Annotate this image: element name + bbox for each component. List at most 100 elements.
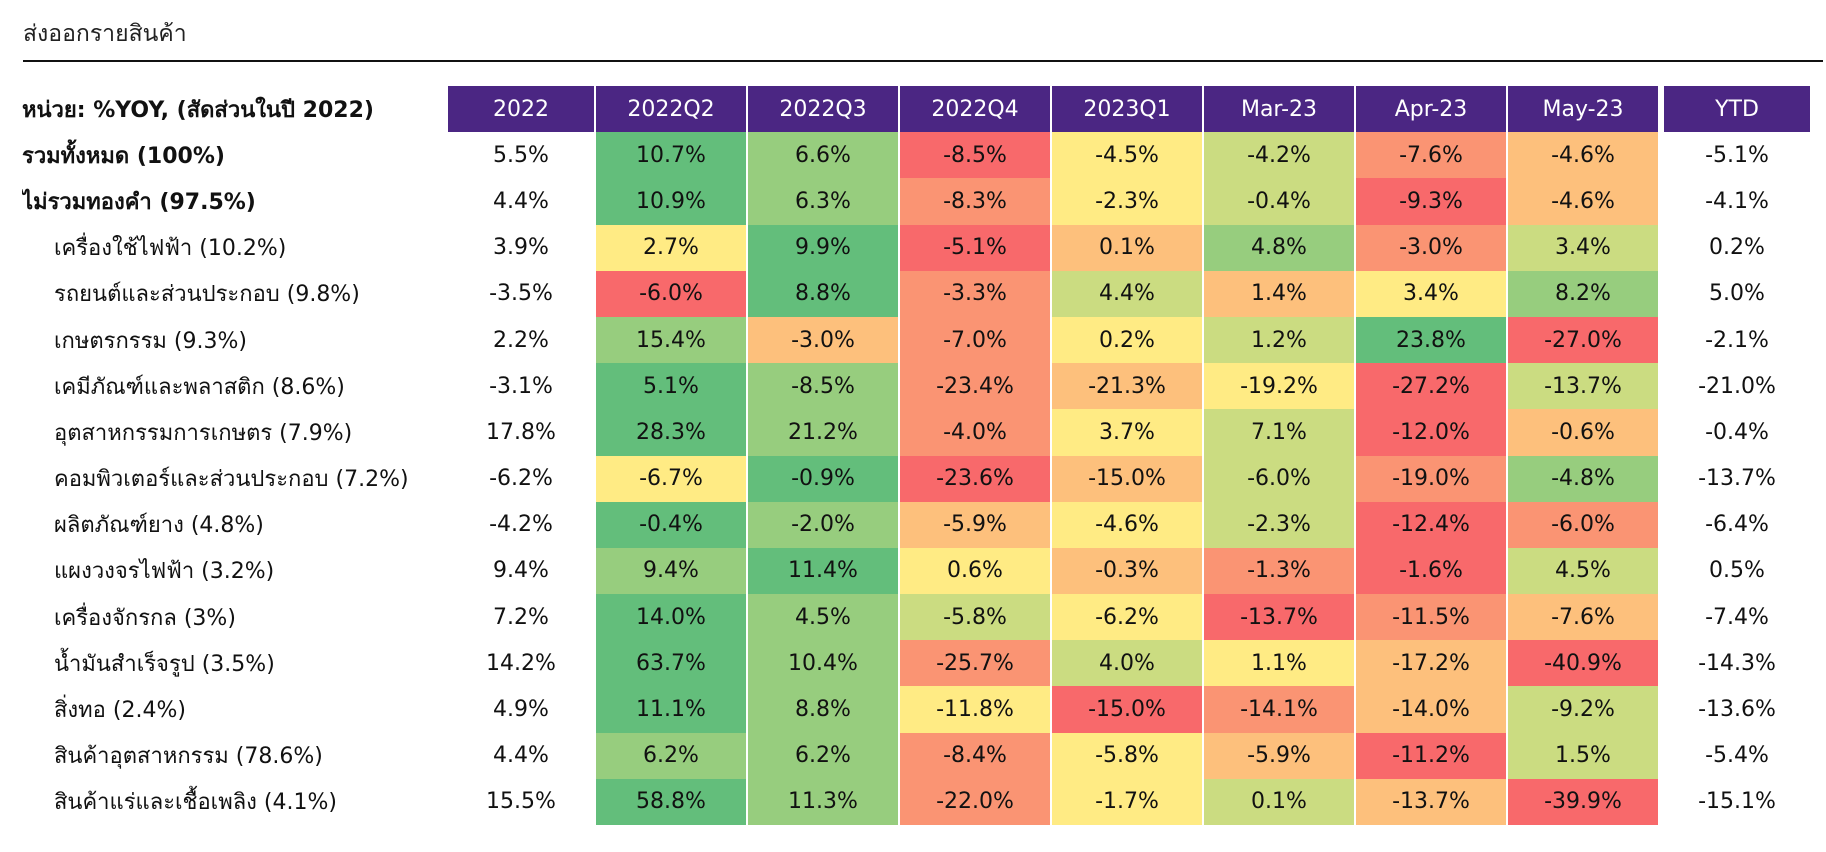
heat-cell: -7.6%	[1354, 132, 1506, 179]
row-label: เคมีภัณฑ์และพลาสติก (8.6%)	[54, 374, 345, 400]
value-cell-ytd: -5.4%	[1658, 732, 1810, 779]
heat-cell: 11.1%	[594, 686, 746, 733]
heat-cell: -4.6%	[1506, 178, 1658, 225]
heat-cell: 8.2%	[1506, 270, 1658, 317]
value-cell-ytd: -0.4%	[1658, 409, 1810, 456]
heat-cell: 8.8%	[746, 686, 898, 733]
table-row: รวมทั้งหมด (100%) 5.5% 10.7% 6.6% -8.5% -4.5%…	[22, 132, 1810, 179]
heat-cell: -15.0%	[1050, 455, 1202, 502]
heat-cell: -23.6%	[898, 455, 1050, 502]
heat-cell: 0.1%	[1202, 778, 1354, 825]
row-label: เกษตรกรรม (9.3%)	[54, 328, 247, 354]
heat-cell: -0.3%	[1050, 547, 1202, 595]
heat-cell: 6.6%	[746, 132, 898, 179]
row-label: น้ำมันสำเร็จรูป (3.5%)	[54, 651, 275, 677]
value-cell-2022: 4.4%	[442, 178, 594, 225]
heat-cell: -4.2%	[1202, 132, 1354, 179]
heat-cell: 1.1%	[1202, 640, 1354, 687]
heat-cell: -13.7%	[1202, 594, 1354, 641]
heat-cell: -11.8%	[898, 686, 1050, 733]
heat-cell: -19.2%	[1202, 363, 1354, 410]
value-cell-ytd: -13.6%	[1658, 686, 1810, 733]
heat-cell: -8.5%	[746, 363, 898, 410]
heat-cell: 5.1%	[594, 363, 746, 410]
heat-cell: -6.0%	[594, 270, 746, 317]
export-heatmap-table: หน่วย: %YOY, (สัดส่วนในปี 2022) 2022 202…	[22, 86, 1810, 825]
value-cell-2022: 4.9%	[442, 686, 594, 733]
row-label: เครื่องใช้ไฟฟ้า (10.2%)	[54, 236, 287, 262]
table-row: รถยนต์และส่วนประกอบ (9.8%) -3.5% -6.0% 8.8%…	[22, 270, 1810, 317]
heat-cell: -0.9%	[746, 455, 898, 502]
table-row: ผลิตภัณฑ์ยาง (4.8%) -4.2% -0.4% -2.0% -5.9% -…	[22, 501, 1810, 548]
column-header: Apr-23	[1354, 86, 1506, 133]
heat-cell: 11.3%	[746, 778, 898, 825]
heat-cell: -0.4%	[594, 501, 746, 548]
heat-cell: -19.0%	[1354, 455, 1506, 502]
heat-cell: 3.4%	[1506, 224, 1658, 271]
heat-cell: 0.1%	[1050, 224, 1202, 271]
value-cell-2022: 3.9%	[442, 224, 594, 271]
table-row: คอมพิวเตอร์และส่วนประกอบ (7.2%) -6.2% -6.7…	[22, 455, 1810, 502]
row-label: คอมพิวเตอร์และส่วนประกอบ (7.2%)	[54, 467, 409, 493]
heat-cell: -5.8%	[898, 594, 1050, 641]
table-row: เครื่องจักรกล (3%) 7.2% 14.0% 4.5% -5.8% -6.2…	[22, 594, 1810, 641]
heat-cell: 4.4%	[1050, 270, 1202, 317]
heat-cell: -2.3%	[1050, 178, 1202, 225]
heat-cell: -21.3%	[1050, 363, 1202, 410]
heat-cell: 6.3%	[746, 178, 898, 225]
heat-cell: -2.3%	[1202, 501, 1354, 548]
heat-cell: 6.2%	[746, 732, 898, 779]
heat-cell: 10.4%	[746, 640, 898, 687]
heat-cell: -12.0%	[1354, 409, 1506, 456]
heat-cell: 7.1%	[1202, 409, 1354, 456]
heat-cell: 23.8%	[1354, 316, 1506, 364]
row-label: ไม่รวมทองคำ (97.5%)	[22, 189, 256, 215]
value-cell-ytd: -21.0%	[1658, 363, 1810, 410]
heat-cell: -4.6%	[1506, 132, 1658, 179]
heat-cell: -4.0%	[898, 409, 1050, 456]
heat-cell: 9.9%	[746, 224, 898, 271]
value-cell-ytd: 0.5%	[1658, 547, 1810, 595]
column-header: YTD	[1658, 86, 1810, 133]
heat-cell: 10.9%	[594, 178, 746, 225]
heat-cell: -3.3%	[898, 270, 1050, 317]
table-row: น้ำมันสำเร็จรูป (3.5%) 14.2% 63.7% 10.4% -25…	[22, 640, 1810, 687]
heat-cell: 2.7%	[594, 224, 746, 271]
heat-cell: -27.2%	[1354, 363, 1506, 410]
heat-cell: -4.5%	[1050, 132, 1202, 179]
heat-cell: 0.2%	[1050, 316, 1202, 364]
heat-cell: -6.0%	[1202, 455, 1354, 502]
heat-cell: -0.4%	[1202, 178, 1354, 225]
value-cell-ytd: -2.1%	[1658, 316, 1810, 364]
row-label: สินค้าอุตสาหกรรม (78.6%)	[54, 744, 323, 770]
unit-label: หน่วย: %YOY, (สัดส่วนในปี 2022)	[22, 97, 374, 123]
heat-cell: -3.0%	[746, 316, 898, 364]
table-row: สิ่งทอ (2.4%) 4.9% 11.1% 8.8% -11.8% -15.0% -1…	[22, 686, 1810, 733]
heat-cell: -27.0%	[1506, 316, 1658, 364]
heat-cell: 4.0%	[1050, 640, 1202, 687]
column-header: 2022Q3	[746, 86, 898, 133]
value-cell-2022: 9.4%	[442, 547, 594, 595]
heat-cell: -9.2%	[1506, 686, 1658, 733]
value-cell-ytd: -13.7%	[1658, 455, 1810, 502]
heat-cell: -4.8%	[1506, 455, 1658, 502]
column-header: 2022	[442, 86, 594, 133]
value-cell-ytd: -7.4%	[1658, 594, 1810, 641]
heat-cell: 8.8%	[746, 270, 898, 317]
heat-cell: 1.2%	[1202, 316, 1354, 364]
table-row: เครื่องใช้ไฟฟ้า (10.2%) 3.9% 2.7% 9.9% -5.1%…	[22, 224, 1810, 271]
heat-cell: -14.1%	[1202, 686, 1354, 733]
value-cell-ytd: -6.4%	[1658, 501, 1810, 548]
heat-cell: -6.2%	[1050, 594, 1202, 641]
heat-cell: -15.0%	[1050, 686, 1202, 733]
heat-cell: -12.4%	[1354, 501, 1506, 548]
value-cell-ytd: -5.1%	[1658, 132, 1810, 179]
value-cell-2022: -3.5%	[442, 270, 594, 317]
heat-cell: 9.4%	[594, 547, 746, 595]
heat-cell: 14.0%	[594, 594, 746, 641]
row-label: แผงวงจรไฟฟ้า (3.2%)	[54, 559, 275, 585]
heat-cell: -5.8%	[1050, 732, 1202, 779]
header-row: หน่วย: %YOY, (สัดส่วนในปี 2022) 2022 202…	[22, 86, 1810, 133]
heat-cell: 4.8%	[1202, 224, 1354, 271]
value-cell-2022: -6.2%	[442, 455, 594, 502]
